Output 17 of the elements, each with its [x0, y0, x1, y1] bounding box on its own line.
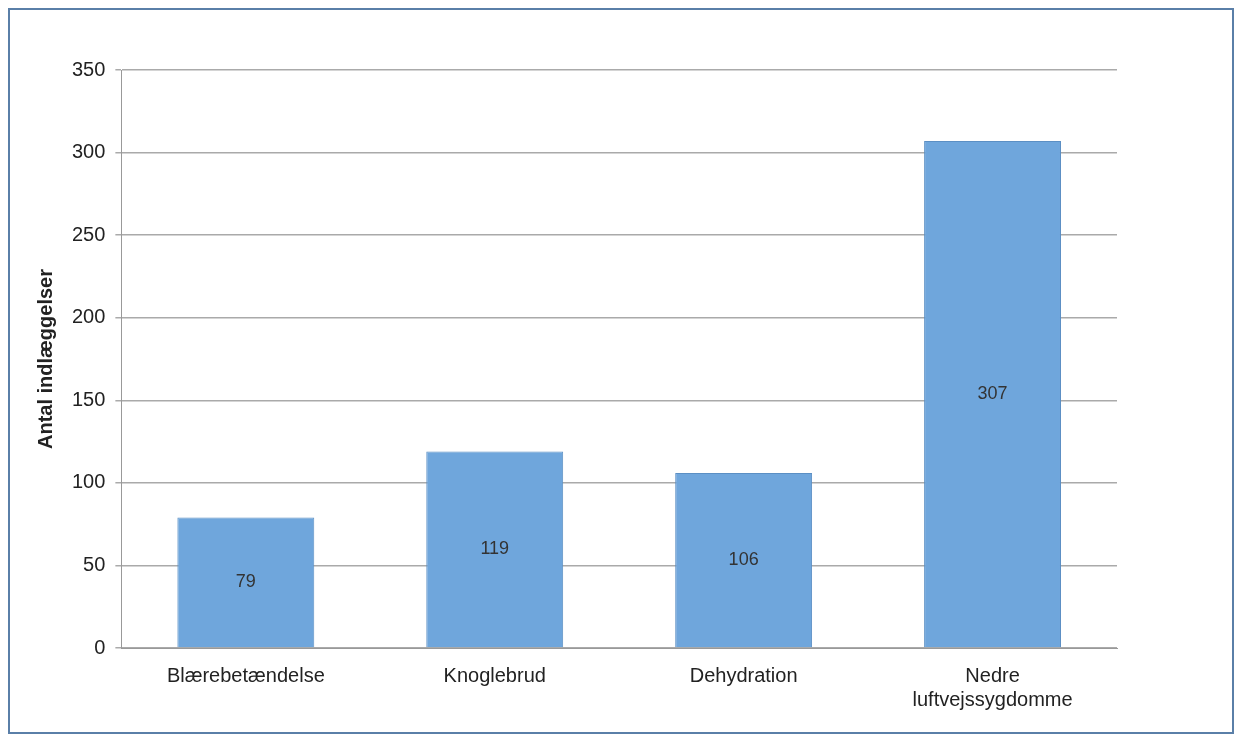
y-tick-label: 200 — [71, 305, 106, 328]
data-label: 119 — [480, 538, 510, 559]
x-tick-label: Dehydration — [689, 663, 798, 686]
y-tick-label: 250 — [71, 222, 106, 245]
y-tick-label: 150 — [71, 387, 106, 410]
data-label: 106 — [728, 549, 759, 570]
y-axis-title: Antal indlæggelser — [33, 268, 56, 450]
x-tick-label: Blærebetændelse — [166, 663, 325, 686]
y-tick-label: 350 — [71, 57, 106, 80]
data-label: 79 — [235, 571, 256, 592]
y-tick-label: 100 — [71, 470, 106, 493]
y-tick-label: 0 — [94, 635, 106, 658]
y-tick-label: 50 — [83, 552, 106, 575]
x-tick-label: Nedre luftvejssygdomme — [912, 663, 1073, 710]
x-tick-label: Knoglebrud — [443, 663, 546, 686]
y-tick-label: 300 — [71, 140, 106, 163]
data-label: 307 — [977, 383, 1008, 404]
